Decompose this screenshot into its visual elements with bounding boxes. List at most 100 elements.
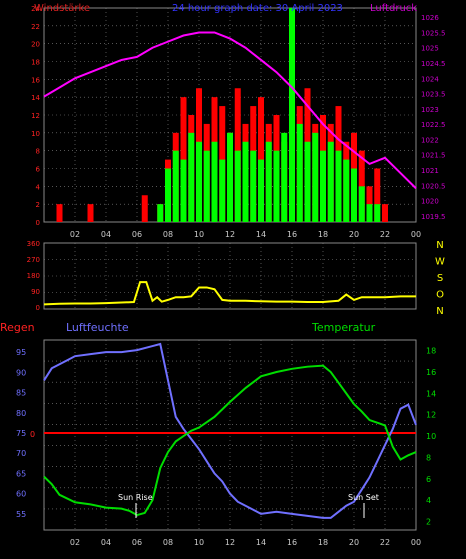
x-tick-label: 20 — [349, 230, 359, 239]
wind-gust-bar — [141, 195, 148, 222]
x-tick-label: 08 — [163, 230, 173, 239]
x-tick-label: 14 — [256, 230, 266, 239]
wind-average-bar — [343, 159, 350, 222]
x-tick-label: 02 — [70, 230, 80, 239]
wind-average-bar — [335, 150, 342, 222]
wind-average-bar — [242, 141, 249, 222]
temperature-right-tick-labels: 2 4 6 8 10 12 14 16 18 — [426, 347, 436, 527]
pressure-y-tick-label: 1024 — [421, 75, 439, 83]
wind-average-bar — [304, 141, 311, 222]
humidity-y-tick-label: 75 — [16, 429, 26, 438]
humidity-y-tick-label: 65 — [16, 469, 26, 478]
rain-zero-label: 0 — [30, 430, 35, 439]
temperature-y-tick-label: 14 — [426, 389, 436, 398]
temperature-line — [43, 364, 417, 517]
temperature-y-tick-label: 6 — [426, 475, 431, 484]
compass-label: W — [435, 257, 445, 268]
wind-x-tick-labels: 02 04 06 08 10 12 14 16 18 20 22 00 — [70, 230, 421, 239]
wind-average-bar — [234, 150, 241, 222]
humidity-y-tick-label: 85 — [16, 389, 26, 398]
wind-average-bar — [157, 204, 164, 222]
temperature-title: Temperatur — [311, 321, 376, 334]
x-tick-label: 04 — [101, 230, 111, 239]
wind-average-bar — [281, 132, 288, 222]
wind-y-tick-label: 16 — [31, 76, 40, 84]
direction-y-tick-label: 360 — [27, 240, 40, 248]
sun-set-label: Sun Set — [348, 493, 379, 502]
chart-date-title: 24 hour graph date: 30 April 2023 — [172, 3, 343, 14]
pressure-y-tick-label: 1025.5 — [421, 29, 446, 37]
x-tick-label: 12 — [225, 538, 235, 547]
temperature-y-tick-label: 2 — [426, 517, 431, 526]
x-tick-label: 20 — [349, 538, 359, 547]
wind-average-bar — [289, 8, 295, 222]
pressure-y-tick-label: 1021.5 — [421, 152, 446, 160]
sun-rise-label: Sun Rise — [118, 493, 153, 502]
x-tick-label: 22 — [380, 538, 390, 547]
wind-y-tick-label: 18 — [31, 59, 40, 67]
wind-average-bar — [258, 159, 264, 222]
direction-y-tick-label: 90 — [31, 288, 40, 296]
wind-average-bars — [157, 8, 381, 222]
pressure-line — [43, 31, 417, 190]
humidity-y-tick-label: 80 — [16, 409, 26, 418]
wind-average-bar — [227, 132, 233, 222]
humidity-y-tick-label: 70 — [16, 449, 26, 458]
pressure-y-tick-label: 1023 — [421, 106, 439, 114]
pressure-y-tick-label: 1026 — [421, 14, 439, 22]
compass-label: O — [436, 290, 444, 301]
wind-gust-bar — [366, 186, 373, 222]
x-tick-label: 10 — [194, 230, 204, 239]
wind-y-tick-label: 24 — [31, 5, 40, 13]
pressure-right-tick-labels: 1019.5 1020 1020.5 1021 1021.5 1022 1022.5 1023… — [421, 14, 446, 221]
wind-average-bar — [172, 150, 179, 222]
wind-average-bar — [273, 150, 280, 222]
direction-y-tick-label: 270 — [27, 256, 40, 264]
x-tick-label: 00 — [411, 538, 421, 547]
pressure-y-tick-label: 1019.5 — [421, 213, 446, 221]
wind-average-bar — [374, 204, 381, 222]
wind-average-bar — [219, 159, 226, 222]
wind-y-tick-label: 14 — [31, 94, 40, 102]
x-tick-label: 16 — [287, 230, 297, 239]
direction-y-tick-label: 0 — [36, 304, 40, 312]
wind-title-left: Windstärke — [34, 3, 90, 14]
direction-y-tick-label: 180 — [27, 272, 40, 280]
temperature-y-tick-label: 12 — [426, 411, 436, 420]
pressure-y-tick-label: 1024.5 — [421, 60, 446, 68]
x-tick-label: 22 — [380, 230, 390, 239]
wind-average-bar — [358, 186, 365, 222]
wind-average-bar — [296, 123, 303, 222]
humidity-temperature-panel: 0 55 60 65 70 75 80 85 90 95 2 4 6 8 10 12 14 16 18 02 04… — [0, 321, 436, 547]
x-tick-label: 06 — [132, 230, 142, 239]
wind-average-bar — [327, 141, 334, 222]
x-tick-label: 08 — [163, 538, 173, 547]
wind-y-tick-label: 0 — [36, 219, 40, 227]
pressure-y-tick-label: 1022.5 — [421, 121, 446, 129]
wind-gust-bar — [87, 204, 94, 222]
temperature-y-tick-label: 8 — [426, 453, 431, 462]
wind-y-tick-label: 8 — [36, 148, 40, 156]
wind-average-bar — [351, 168, 357, 222]
wind-y-tick-label: 12 — [31, 112, 40, 120]
humidity-line — [43, 342, 417, 519]
wind-average-bar — [265, 141, 272, 222]
wind-average-bar — [250, 150, 257, 222]
pressure-y-tick-label: 1021 — [421, 167, 439, 175]
x-tick-label: 00 — [411, 230, 421, 239]
wind-average-bar — [165, 168, 171, 222]
wind-y-tick-label: 2 — [36, 201, 40, 209]
x-tick-label: 14 — [256, 538, 266, 547]
wind-direction-line — [43, 281, 416, 306]
compass-label: N — [436, 306, 443, 317]
humidity-title: Luftfeuchte — [66, 321, 129, 334]
wind-average-bar — [312, 132, 319, 222]
wind-y-tick-label: 22 — [31, 23, 40, 31]
wind-gust-bar — [374, 168, 381, 222]
wind-gust-bar — [56, 204, 63, 222]
wind-average-bar — [180, 159, 187, 222]
humidity-y-tick-label: 95 — [16, 348, 26, 357]
temperature-y-tick-label: 18 — [426, 347, 436, 356]
